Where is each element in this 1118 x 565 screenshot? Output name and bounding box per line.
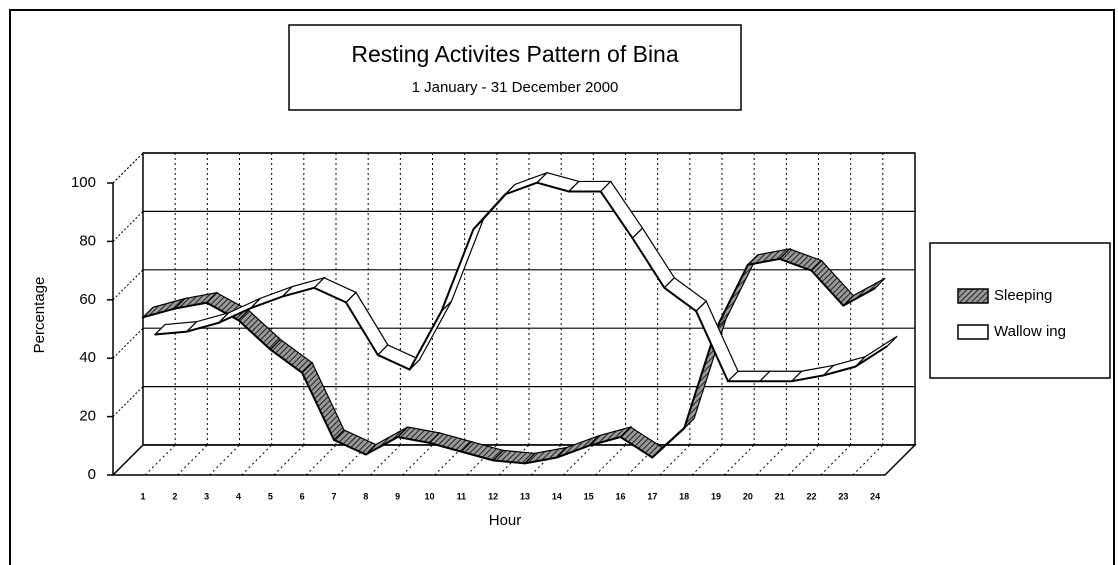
frame <box>9 9 1115 565</box>
y-tick-label: 60 <box>79 291 96 308</box>
floor-grid <box>691 444 723 476</box>
legend-label: Sleeping <box>994 287 1052 304</box>
x-tick-label: 3 <box>204 491 209 501</box>
x-tick-label: 16 <box>615 491 625 501</box>
x-tick-label: 24 <box>870 491 880 501</box>
grid-line <box>112 152 144 184</box>
x-tick-label: 13 <box>520 491 530 501</box>
floor-grid <box>305 444 337 476</box>
legend-swatch <box>957 288 989 304</box>
floor-grid <box>176 444 208 476</box>
chart-title: Resting Activites Pattern of Bina <box>351 41 678 67</box>
x-tick-label: 22 <box>806 491 816 501</box>
floor-grid <box>723 444 755 476</box>
grid-line <box>112 327 144 359</box>
x-tick-label: 2 <box>172 491 177 501</box>
title-box <box>288 24 742 111</box>
grid-line <box>112 211 144 242</box>
chart-subtitle: 1 January - 31 December 2000 <box>412 79 619 96</box>
y-tick-label: 80 <box>79 232 96 249</box>
floor-grid <box>562 444 594 476</box>
floor-grid <box>788 444 819 476</box>
floor-grid <box>595 444 626 476</box>
x-tick-label: 14 <box>552 491 562 501</box>
y-tick-label: 100 <box>71 174 96 191</box>
floor-grid <box>852 444 884 476</box>
series-line <box>154 181 888 383</box>
x-tick-label: 11 <box>457 491 467 501</box>
x-tick-label: 23 <box>838 491 848 501</box>
grid-line <box>112 269 144 301</box>
x-tick-label: 12 <box>488 491 498 501</box>
floor-grid <box>820 444 852 476</box>
x-tick-label: 5 <box>268 491 273 501</box>
x-tick-label: 7 <box>331 491 336 501</box>
floor-grid <box>402 444 433 476</box>
x-tick-label: 15 <box>584 491 594 501</box>
y-tick-label: 20 <box>79 408 96 425</box>
x-tick-label: 20 <box>743 491 753 501</box>
y-tick-label: 40 <box>79 349 96 366</box>
grid-line <box>112 444 144 476</box>
x-tick-label: 17 <box>647 491 657 501</box>
legend-label: Wallow ing <box>994 323 1066 340</box>
floor-grid <box>144 444 176 476</box>
floor-grid <box>241 444 273 476</box>
x-tick-label: 1 <box>140 491 145 501</box>
floor-grid <box>755 444 787 476</box>
y-tick-label: 0 <box>88 466 96 483</box>
grid-line <box>112 386 144 417</box>
legend-box <box>929 242 1111 379</box>
x-tick-label: 8 <box>363 491 368 501</box>
x-tick-label: 9 <box>395 491 400 501</box>
series-line <box>142 257 876 465</box>
y-axis-label: Percentage <box>31 277 48 354</box>
floor-grid <box>369 444 401 476</box>
x-tick-label: 6 <box>300 491 305 501</box>
x-tick-label: 21 <box>775 491 785 501</box>
floor-grid <box>884 444 916 476</box>
floor-grid <box>209 444 240 476</box>
x-tick-label: 18 <box>679 491 689 501</box>
x-tick-label: 4 <box>236 491 241 501</box>
floor-grid <box>659 444 691 476</box>
x-tick-label: 10 <box>424 491 434 501</box>
x-axis-label: Hour <box>489 512 522 529</box>
legend-swatch <box>957 324 989 340</box>
x-tick-label: 19 <box>711 491 721 501</box>
floor-grid <box>273 444 305 476</box>
